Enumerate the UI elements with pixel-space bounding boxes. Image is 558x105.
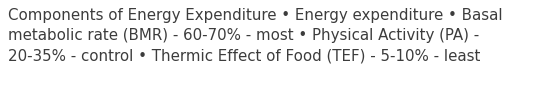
Text: Components of Energy Expenditure • Energy expenditure • Basal
metabolic rate (BM: Components of Energy Expenditure • Energ…	[8, 8, 503, 64]
